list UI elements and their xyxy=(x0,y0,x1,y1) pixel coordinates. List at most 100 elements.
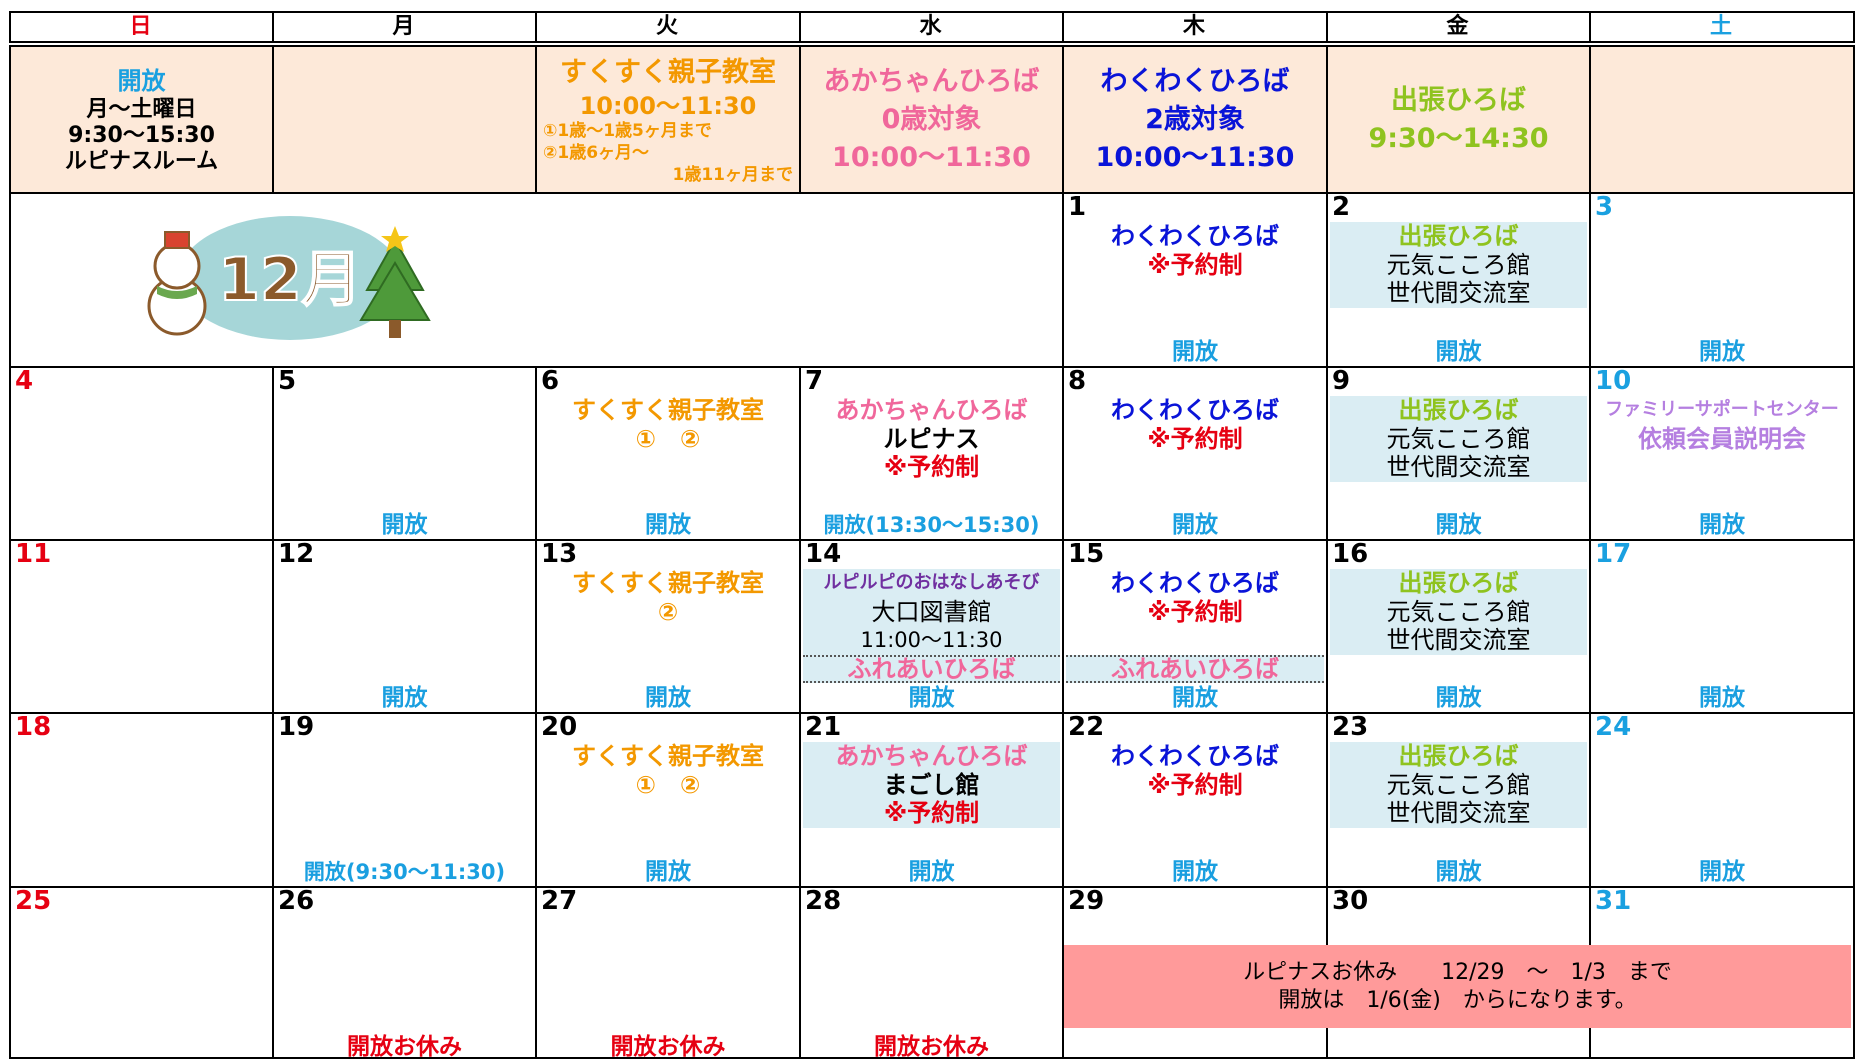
day-number: 29 xyxy=(1068,886,1105,916)
open-label: 開放 xyxy=(1699,685,1745,711)
open-label: 開放 xyxy=(1435,339,1482,365)
event-text: ふれあいひろば xyxy=(1066,654,1324,683)
event-text: ルピナス xyxy=(883,424,980,453)
day-cell: 18 xyxy=(9,712,274,888)
day-number: 15 xyxy=(1068,539,1105,569)
event-text: ※予約制 xyxy=(1147,250,1243,279)
month-label: 12月 xyxy=(218,245,362,315)
day-number: 26 xyxy=(278,886,315,916)
day-cell: 28 開放お休み xyxy=(799,886,1064,1060)
open-label: 開放 xyxy=(381,512,428,538)
event-text: 大口図書館 xyxy=(803,597,1060,626)
day-number: 16 xyxy=(1332,539,1369,569)
info-cell: 開放 月～土曜日 9:30～15:30 ルピナスルーム xyxy=(9,45,274,194)
day-number: 1 xyxy=(1068,192,1087,222)
event-text: 世代間交流室 xyxy=(1330,453,1587,482)
info-line: 0歳対象 xyxy=(881,103,982,135)
open-label: 開放 xyxy=(1172,512,1218,538)
info-title: 開放 xyxy=(117,66,166,95)
info-line: ②1歳6ヶ月～ xyxy=(543,142,650,163)
event-text: ルピルピのおはなしあそび xyxy=(803,569,1060,598)
event-text: 出張ひろば xyxy=(1330,222,1587,251)
event-text: すくすく親子教室 xyxy=(572,569,764,597)
info-line: ルピナスルーム xyxy=(64,148,219,174)
info-line: 10:00～11:30 xyxy=(1095,141,1295,173)
open-label: 開放 xyxy=(645,859,691,885)
day-number: 14 xyxy=(805,539,842,569)
day-number: 19 xyxy=(278,712,315,742)
open-label: 開放 xyxy=(1699,512,1745,538)
day-cell: 6 すくすく親子教室 ① ② 開放 xyxy=(535,366,801,541)
weekday-label: 月 xyxy=(392,14,415,39)
day-number: 22 xyxy=(1068,712,1105,742)
event-text: 元気こころ館 xyxy=(1330,770,1587,799)
day-cell: 8 わくわくひろば ※予約制 開放 xyxy=(1062,366,1328,541)
day-number: 30 xyxy=(1332,886,1369,916)
day-number: 13 xyxy=(541,539,578,569)
event-text: わくわくひろば xyxy=(1111,396,1279,424)
day-number: 8 xyxy=(1068,366,1087,396)
day-cell: 1 わくわくひろば ※予約制 開放 xyxy=(1062,192,1328,368)
day-cell: 21 あかちゃんひろば まごし館 ※予約制 開放 xyxy=(799,712,1064,888)
day-number: 24 xyxy=(1595,712,1632,742)
day-number: 6 xyxy=(541,366,560,396)
event-text: すくすく親子教室 xyxy=(572,396,764,424)
weekday-cell xyxy=(1589,11,1855,43)
event-text: 出張ひろば xyxy=(1330,742,1587,771)
open-label: 開放お休み xyxy=(347,1034,462,1060)
day-number: 11 xyxy=(15,539,52,569)
day-cell: 22 わくわくひろば ※予約制 開放 xyxy=(1062,712,1328,888)
day-cell: 23 出張ひろば 元気こころ館 世代間交流室 開放 xyxy=(1326,712,1591,888)
open-label: 開放 xyxy=(1699,339,1745,365)
event-text: ファミリーサポートセンター xyxy=(1605,399,1839,420)
day-cell: 4 xyxy=(9,366,274,541)
day-cell: 12 開放 xyxy=(272,539,537,714)
day-cell: 13 すくすく親子教室 ② 開放 xyxy=(535,539,801,714)
day-cell: 5 開放 xyxy=(272,366,537,541)
weekday-label: 日 xyxy=(129,14,152,39)
day-cell: 19 開放(9:30～11:30) xyxy=(272,712,537,888)
event-text: あかちゃんひろば xyxy=(835,396,1028,424)
event-text: ① ② xyxy=(635,424,701,453)
event-text: 出張ひろば xyxy=(1330,569,1587,598)
day-number: 10 xyxy=(1595,366,1632,396)
info-line: 月～土曜日 xyxy=(86,96,197,122)
day-number: 3 xyxy=(1595,192,1614,222)
day-number: 28 xyxy=(805,886,842,916)
open-label: 開放 xyxy=(1172,339,1218,365)
open-label: 開放 xyxy=(1699,859,1745,885)
day-number: 18 xyxy=(15,712,52,742)
info-line: ①1歳～1歳5ヶ月まで xyxy=(543,120,712,141)
weekday-label: 水 xyxy=(919,14,942,39)
event-text: 依頼会員説明会 xyxy=(1638,424,1806,453)
info-cell: あかちゃんひろば 0歳対象 10:00～11:30 xyxy=(799,45,1064,194)
info-title: すくすく親子教室 xyxy=(560,56,776,88)
day-number: 31 xyxy=(1595,886,1632,916)
day-number: 27 xyxy=(541,886,578,916)
event-text: ※予約制 xyxy=(803,799,1060,828)
event-text: 世代間交流室 xyxy=(1330,799,1587,828)
notice-line: 開放は 1/6(金) からになります。 xyxy=(1278,987,1637,1013)
event-text: 元気こころ館 xyxy=(1330,424,1587,453)
day-number: 9 xyxy=(1332,366,1351,396)
day-cell: 27 開放お休み xyxy=(535,886,801,1060)
day-cell: 9 出張ひろば 元気こころ館 世代間交流室 開放 xyxy=(1326,366,1591,541)
event-text: 出張ひろば xyxy=(1330,396,1587,425)
open-label: 開放 xyxy=(908,685,955,711)
info-line: 2歳対象 xyxy=(1145,103,1245,135)
day-cell: 3 開放 xyxy=(1589,192,1855,368)
day-number: 7 xyxy=(805,366,824,396)
weekday-label: 木 xyxy=(1182,14,1205,39)
notice-box: ルピナスお休み 12/29 ～ 1/3 まで 開放は 1/6(金) からになります… xyxy=(1064,945,1851,1028)
event-text: ※予約制 xyxy=(1147,770,1243,799)
event-text: ② xyxy=(657,597,679,626)
notice-line: ルピナスお休み 12/29 ～ 1/3 まで xyxy=(1243,959,1672,985)
day-cell: 7 あかちゃんひろば ルピナス ※予約制 開放(13:30～15:30) xyxy=(799,366,1064,541)
open-label: 開放お休み xyxy=(610,1034,726,1060)
open-label: 開放 xyxy=(381,685,428,711)
event-text: ふれあいひろば xyxy=(803,654,1060,683)
info-line: 9:30～15:30 xyxy=(68,122,215,148)
info-cell xyxy=(1589,45,1855,194)
event-text: 世代間交流室 xyxy=(1330,626,1587,655)
open-label: 開放 xyxy=(908,859,955,885)
